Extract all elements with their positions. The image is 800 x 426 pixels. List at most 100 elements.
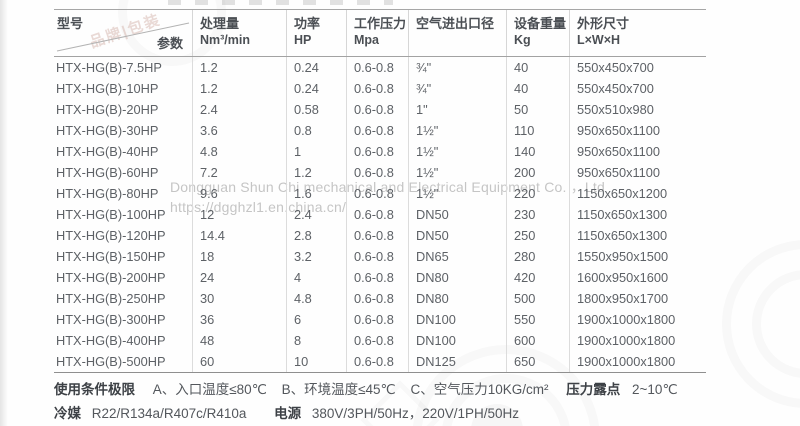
value-cell: 10 [286, 351, 346, 372]
value-cell: 40 [506, 78, 569, 99]
model-cell: HTX-HG(B)-40HP [56, 144, 159, 159]
model-cell: HTX-HG(B)-400HP [56, 333, 166, 348]
value-cell: DN50 [408, 204, 506, 225]
value-cell: 1900x1000x1800 [569, 330, 706, 351]
value-cell: 6 [286, 309, 346, 330]
value-cell: 12 [192, 204, 286, 225]
value-cell: 0.6-0.8 [346, 183, 408, 204]
value-cell: 0.6-0.8 [346, 99, 408, 120]
model-cell: HTX-HG(B)-7.5HP [56, 60, 162, 75]
dew-point-value: 2~10℃ [632, 382, 678, 397]
value-cell: 550x450x700 [569, 78, 706, 99]
table-row: HTX-HG(B)-100HP 12 2.4 0.6-0.8 DN50 230 1150x6… [54, 204, 706, 225]
value-cell: 0.58 [286, 99, 346, 120]
value-cell: 0.8 [286, 120, 346, 141]
ambient-temp-condition: B、环境温度≤45℃ [281, 382, 396, 397]
value-cell: 1550x950x1500 [569, 246, 706, 267]
table-row: HTX-HG(B)-120HP 14.4 2.8 0.6-0.8 DN50 250 1150… [54, 225, 706, 246]
company-watermark-name: Dongguan Shun Chi mechanical and Electri… [170, 179, 605, 195]
model-cell: HTX-HG(B)-250HP [56, 291, 166, 306]
value-cell: 140 [506, 141, 569, 162]
value-cell: 0.6-0.8 [346, 288, 408, 309]
spec-table: 型号 参数 处理量 Nm³/min 功率 HP 工作压力 Mpa 空气进出口径 … [54, 9, 706, 373]
value-cell: 48 [192, 330, 286, 351]
column-header-power: 功率 HP [286, 10, 346, 56]
value-cell: 18 [192, 246, 286, 267]
page-left-edge-shade [0, 0, 8, 426]
value-cell: 550 [506, 309, 569, 330]
value-cell: 250 [506, 225, 569, 246]
value-cell: 550x510x980 [569, 99, 706, 120]
value-cell: 1150x650x1300 [569, 225, 706, 246]
model-cell: HTX-HG(B)-80HP [56, 186, 159, 201]
column-header-dimensions: 外形尺寸 L×W×H [569, 10, 706, 56]
value-cell: 0.6-0.8 [346, 204, 408, 225]
value-cell: ¾" [408, 57, 506, 78]
power-supply-value: 380V/3PH/50Hz，220V/1PH/50Hz [311, 406, 520, 421]
value-cell: 4.8 [192, 141, 286, 162]
table-row: HTX-HG(B)-80HP 9.6 1.6 0.6-0.8 1½" 220 1150x65… [54, 183, 706, 204]
value-cell: 40 [506, 57, 569, 78]
value-cell: 50 [506, 99, 569, 120]
table-body: HTX-HG(B)-7.5HP 1.2 0.24 0.6-0.8 ¾" 40 550x450… [54, 57, 706, 373]
value-cell: 0.6-0.8 [346, 267, 408, 288]
refrigerant-value: R22/R134a/R407c/R410a [91, 406, 247, 421]
value-cell: 0.6-0.8 [346, 246, 408, 267]
value-cell: 0.24 [286, 78, 346, 99]
column-header-weight: 设备重量 Kg [506, 10, 569, 56]
table-row: HTX-HG(B)-7.5HP 1.2 0.24 0.6-0.8 ¾" 40 550x450… [54, 57, 706, 78]
value-cell: 1150x650x1200 [569, 183, 706, 204]
value-cell: 36 [192, 309, 286, 330]
table-row: HTX-HG(B)-300HP 36 6 0.6-0.8 DN100 550 1900x10… [54, 309, 706, 330]
value-cell: 0.24 [286, 57, 346, 78]
air-pressure-condition: C、空气压力10KG/cm² [410, 382, 549, 397]
value-cell: 0.6-0.8 [346, 78, 408, 99]
company-watermark-url: https://dgghzl1.en.china.cn/ [170, 199, 347, 215]
refrigerant-label: 冷媒 [54, 406, 81, 421]
value-cell: 950x650x1100 [569, 162, 706, 183]
value-cell: 1½" [408, 162, 506, 183]
value-cell: DN125 [408, 351, 506, 372]
refrigerant-power-line: 冷媒 R22/R134a/R407c/R410a 电源 380V/3PH/50H… [54, 402, 784, 426]
column-header-capacity: 处理量 Nm³/min [192, 10, 286, 56]
value-cell: 650 [506, 351, 569, 372]
table-row: HTX-HG(B)-10HP 1.2 0.24 0.6-0.8 ¾" 40 550x450x… [54, 78, 706, 99]
value-cell: 1.2 [192, 78, 286, 99]
value-cell: 1.2 [192, 57, 286, 78]
usage-conditions-line: 使用条件极限 A、入口温度≤80℃ B、环境温度≤45℃ C、空气压力10KG/… [54, 378, 784, 402]
value-cell: 8 [286, 330, 346, 351]
table-header: 型号 参数 处理量 Nm³/min 功率 HP 工作压力 Mpa 空气进出口径 … [54, 10, 706, 57]
value-cell: DN80 [408, 267, 506, 288]
model-cell: HTX-HG(B)-120HP [56, 228, 166, 243]
inlet-temp-condition: A、入口温度≤80℃ [152, 382, 267, 397]
corner-label-model: 型号 [57, 16, 84, 31]
value-cell: 0.6-0.8 [346, 351, 408, 372]
value-cell: 550x450x700 [569, 57, 706, 78]
value-cell: 3.6 [192, 120, 286, 141]
value-cell: 1½" [408, 120, 506, 141]
model-cell: HTX-HG(B)-10HP [56, 81, 159, 96]
model-cell: HTX-HG(B)-200HP [56, 270, 166, 285]
table-row: HTX-HG(B)-30HP 3.6 0.8 0.6-0.8 1½" 110 950x650… [54, 120, 706, 141]
value-cell: 500 [506, 288, 569, 309]
corner-cell: 型号 参数 [54, 10, 192, 56]
model-cell: HTX-HG(B)-500HP [56, 354, 166, 369]
model-cell: HTX-HG(B)-30HP [56, 123, 159, 138]
value-cell: 2.8 [286, 225, 346, 246]
table-row: HTX-HG(B)-60HP 7.2 1.2 0.6-0.8 1½" 200 950x650… [54, 162, 706, 183]
value-cell: 3.2 [286, 246, 346, 267]
value-cell: 7.2 [192, 162, 286, 183]
usage-conditions-label: 使用条件极限 [54, 382, 135, 397]
value-cell: 9.6 [192, 183, 286, 204]
value-cell: DN80 [408, 288, 506, 309]
table-row: HTX-HG(B)-40HP 4.8 1 0.6-0.8 1½" 140 950x650x1… [54, 141, 706, 162]
stamp-watermark-dot [471, 404, 523, 426]
value-cell: 24 [192, 267, 286, 288]
value-cell: 0.6-0.8 [346, 57, 408, 78]
model-cell: HTX-HG(B)-20HP [56, 102, 159, 117]
model-cell: HTX-HG(B)-100HP [56, 207, 166, 222]
model-cell: HTX-HG(B)-60HP [56, 165, 159, 180]
cropped-text-remnant [168, 0, 393, 5]
value-cell: 1150x650x1300 [569, 204, 706, 225]
